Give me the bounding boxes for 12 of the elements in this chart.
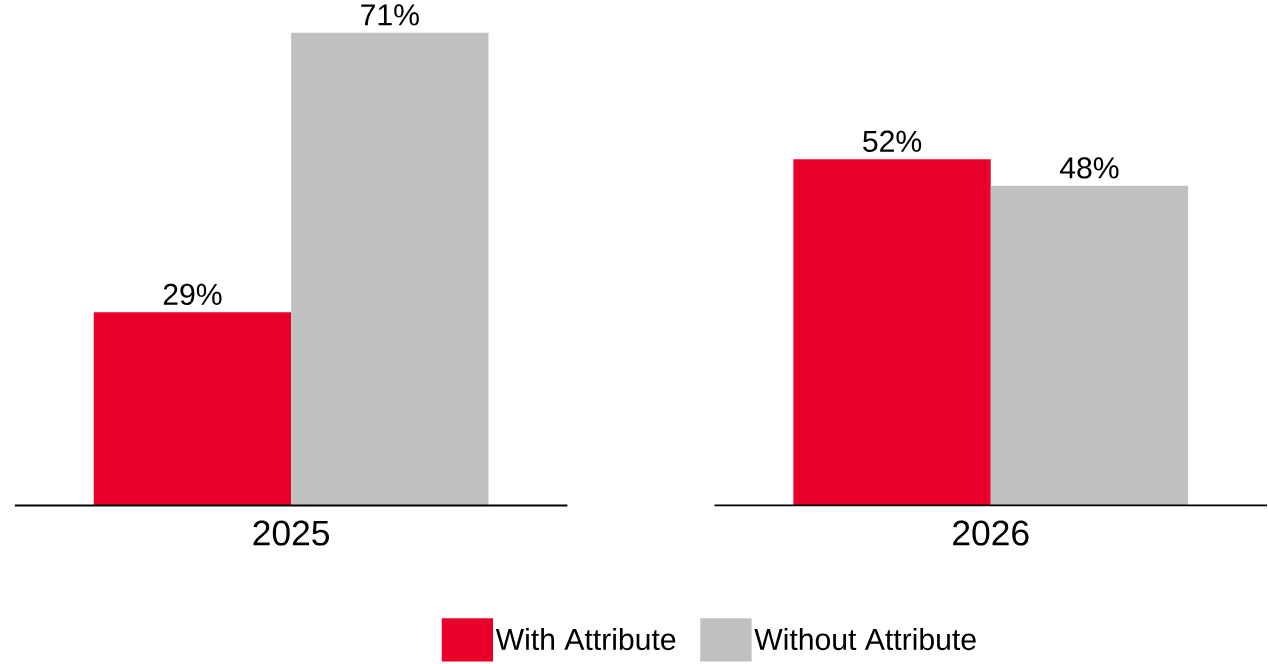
legend-label: Without Attribute	[754, 627, 976, 651]
data-label: 48%	[1059, 157, 1119, 179]
bar	[93, 312, 292, 506]
x-tick-label: 2026	[953, 520, 1029, 546]
data-label: 71%	[361, 4, 419, 26]
x-tick-label: 2025	[253, 520, 329, 546]
data-label: 52%	[863, 130, 922, 152]
bar	[291, 32, 489, 506]
bar	[990, 185, 1189, 506]
legend-label: With Attribute	[495, 627, 676, 651]
bar	[793, 159, 991, 506]
data-label: 29%	[163, 283, 222, 305]
